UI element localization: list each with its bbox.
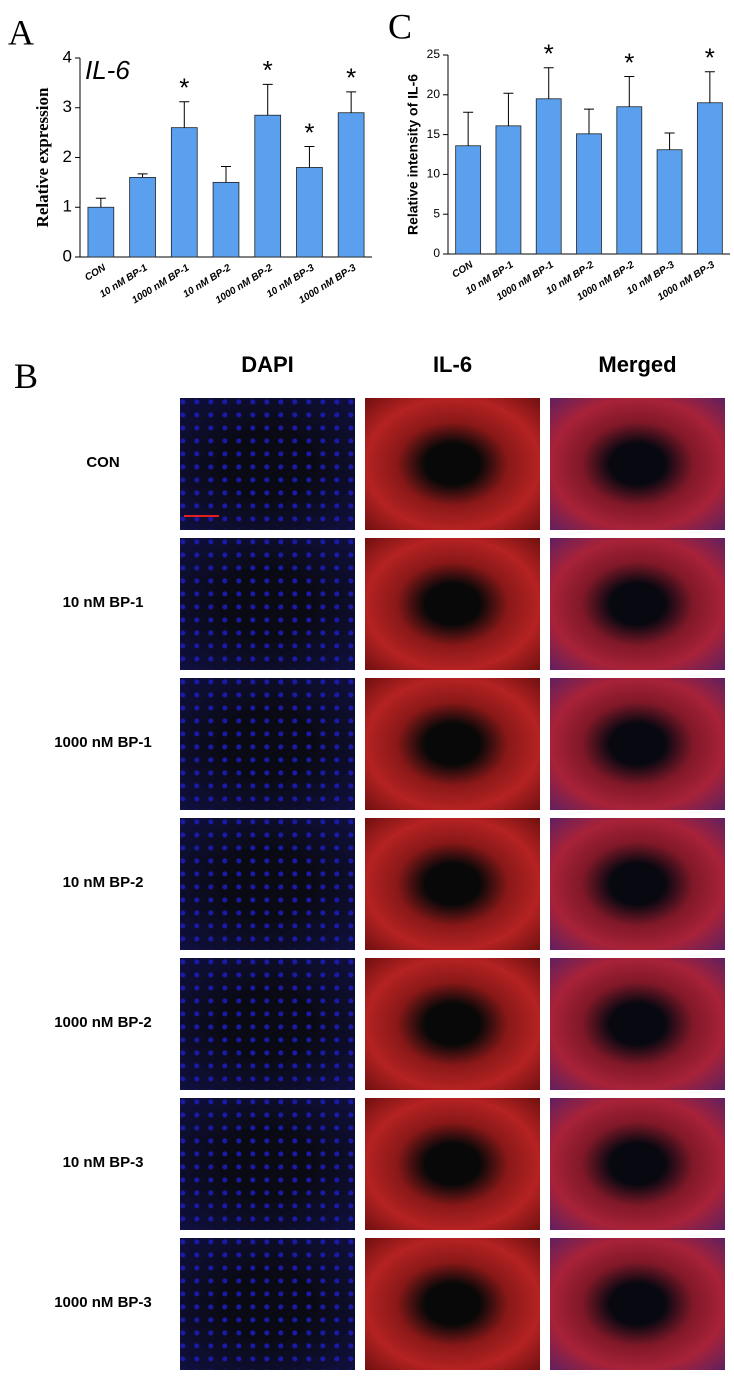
significance-marker: * xyxy=(544,39,554,69)
error-bar xyxy=(584,108,594,134)
micrograph xyxy=(550,538,725,670)
micrograph xyxy=(550,1098,725,1230)
bar xyxy=(616,106,643,255)
micrograph xyxy=(550,818,725,950)
error-bar xyxy=(624,75,635,107)
row-label: 1000 nM BP-3 xyxy=(54,1294,152,1311)
y-tick-label: 4 xyxy=(63,47,72,66)
bar xyxy=(576,133,602,255)
micrograph xyxy=(180,678,355,810)
x-tick-label: CON xyxy=(83,262,108,284)
bar xyxy=(656,149,683,255)
micrograph xyxy=(550,958,725,1090)
column-header: DAPI xyxy=(241,352,294,377)
micrograph xyxy=(180,1238,355,1370)
error-bar xyxy=(95,197,106,208)
bar xyxy=(495,125,522,255)
error-bar xyxy=(543,67,554,99)
significance-marker: * xyxy=(263,55,273,85)
micrograph xyxy=(180,1098,355,1230)
micrograph xyxy=(365,818,540,950)
error-bar xyxy=(221,165,231,183)
error-bar xyxy=(262,83,273,116)
micrograph xyxy=(180,398,355,530)
y-tick-label: 2 xyxy=(63,147,72,166)
error-bar xyxy=(137,173,148,178)
row-label: 10 nM BP-3 xyxy=(62,1154,144,1171)
y-tick-label: 15 xyxy=(427,127,441,141)
bar xyxy=(129,176,156,258)
significance-marker: * xyxy=(179,73,189,103)
row-label: CON xyxy=(86,454,120,471)
error-bar xyxy=(503,92,514,126)
bar xyxy=(87,206,115,258)
micrograph xyxy=(550,1238,725,1370)
bar xyxy=(170,127,198,258)
x-tick-label: CON xyxy=(450,259,475,281)
bar xyxy=(455,145,482,255)
error-bar xyxy=(346,91,357,113)
panel-label: B xyxy=(14,356,39,396)
micrograph xyxy=(180,538,355,670)
micrograph xyxy=(365,958,540,1090)
micrograph xyxy=(365,1238,540,1370)
row-label: 1000 nM BP-2 xyxy=(54,1014,152,1031)
micrograph xyxy=(365,398,540,530)
row-label: 10 nM BP-1 xyxy=(62,594,144,611)
y-tick-label: 20 xyxy=(427,87,441,101)
significance-marker: * xyxy=(304,117,314,147)
row-label: 1000 nM BP-1 xyxy=(54,734,152,751)
y-tick-label: 1 xyxy=(63,197,72,216)
bar xyxy=(696,102,723,255)
significance-marker: * xyxy=(624,47,634,77)
y-tick-label: 0 xyxy=(63,246,72,265)
error-bar xyxy=(179,101,190,128)
error-bar xyxy=(304,146,315,168)
micrograph xyxy=(550,678,725,810)
y-tick-label: 0 xyxy=(433,246,440,260)
significance-marker: * xyxy=(346,63,356,93)
error-bar xyxy=(664,132,675,150)
panel-label: A xyxy=(8,12,34,52)
micrograph xyxy=(180,958,355,1090)
y-tick-label: 25 xyxy=(427,47,441,61)
bar xyxy=(337,112,365,258)
chart-title: IL-6 xyxy=(85,55,130,85)
y-axis-label: Relative intensity of IL-6 xyxy=(405,74,421,235)
bar xyxy=(296,167,323,258)
micrograph xyxy=(550,398,725,530)
y-axis-label: Relative expression xyxy=(33,87,52,227)
micrograph xyxy=(180,818,355,950)
error-bar xyxy=(704,71,715,103)
bar xyxy=(254,114,282,258)
row-label: 10 nM BP-2 xyxy=(62,874,144,891)
y-tick-label: 5 xyxy=(433,206,440,220)
bar xyxy=(212,181,240,258)
micrograph xyxy=(365,538,540,670)
micrograph xyxy=(365,1098,540,1230)
bar xyxy=(535,98,562,255)
panel-label: C xyxy=(388,6,412,46)
micrograph xyxy=(365,678,540,810)
y-tick-label: 3 xyxy=(63,97,72,116)
y-tick-label: 10 xyxy=(427,167,441,181)
error-bar xyxy=(463,111,474,146)
column-header: IL-6 xyxy=(432,352,473,377)
column-header: Merged xyxy=(598,352,677,377)
scale-bar xyxy=(184,515,219,517)
significance-marker: * xyxy=(705,43,715,73)
